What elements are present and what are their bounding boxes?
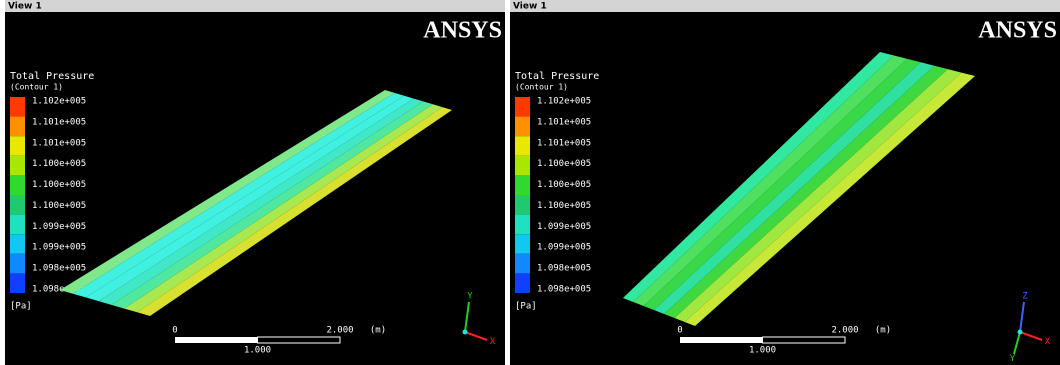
screenshot: View 1ANSYSTotal Pressure(Contour 1)1.10…: [0, 0, 1060, 365]
legend-label: 1.099e+005: [537, 243, 591, 253]
legend-subtitle: (Contour 1): [515, 83, 568, 92]
scale-start: 0: [677, 326, 682, 336]
legend-band: [10, 97, 25, 117]
legend-label: 1.100e+005: [32, 159, 86, 169]
legend-band: [10, 215, 25, 235]
scale-end: 2.000: [831, 326, 858, 336]
legend-label: 1.100e+005: [32, 180, 86, 190]
legend-label: 1.099e+005: [32, 222, 86, 232]
legend-label: 1.101e+005: [32, 138, 86, 148]
legend-band: [515, 195, 530, 215]
legend-band: [10, 234, 25, 254]
triad-label: Z: [1022, 292, 1028, 302]
legend-band: [515, 97, 530, 117]
scale-end: 2.000: [326, 326, 353, 336]
legend-unit: [Pa]: [10, 302, 32, 312]
legend-band: [515, 273, 530, 293]
legend-label: 1.098e+005: [537, 264, 591, 274]
view-bar: [510, 0, 1060, 12]
legend-subtitle: (Contour 1): [10, 83, 63, 92]
legend-label: 1.100e+005: [537, 201, 591, 211]
legend-band: [515, 136, 530, 156]
view-label: View 1: [513, 2, 547, 12]
legend-label: 1.102e+005: [537, 97, 591, 107]
logo: ANSYS: [423, 18, 502, 44]
scale-black: [763, 337, 846, 343]
legend-band: [10, 175, 25, 195]
triad-label: Y: [1010, 354, 1016, 364]
triad-origin: [463, 330, 468, 335]
legend-unit: [Pa]: [515, 302, 537, 312]
legend-title: Total Pressure: [10, 71, 94, 82]
legend-label: 1.100e+005: [537, 159, 591, 169]
logo: ANSYS: [978, 18, 1057, 44]
triad-label: X: [490, 337, 496, 347]
triad-label: X: [1045, 337, 1051, 347]
scale-mid: 1.000: [244, 346, 271, 356]
legend-label: 1.098e+005: [32, 264, 86, 274]
scale-white: [175, 337, 258, 343]
legend-label: 1.099e+005: [537, 222, 591, 232]
legend-label: 1.100e+005: [537, 180, 591, 190]
legend-band: [10, 195, 25, 215]
view-label: View 1: [8, 2, 42, 12]
legend-label: 1.100e+005: [32, 201, 86, 211]
viewport: View 1 ANSYS Total Pressure(Contour 1) 1.10…: [5, 0, 505, 365]
viewport: View 1 ANSYS Total Pressure(Contour 1) 1.10…: [510, 0, 1060, 365]
scale-mid: 1.000: [749, 346, 776, 356]
scale-start: 0: [172, 326, 177, 336]
scale-unit: (m): [370, 326, 386, 336]
legend-label: 1.101e+005: [537, 138, 591, 148]
legend-band: [10, 273, 25, 293]
scale-unit: (m): [875, 326, 891, 336]
view-bar: [5, 0, 505, 12]
legend-label: 1.101e+005: [32, 117, 86, 127]
legend-band: [515, 156, 530, 176]
legend-label: 1.099e+005: [32, 243, 86, 253]
legend-label: 1.098e+005: [537, 285, 591, 295]
legend-band: [515, 175, 530, 195]
legend-title: Total Pressure: [515, 71, 599, 82]
legend-band: [10, 136, 25, 156]
legend-band: [10, 254, 25, 274]
legend-band: [10, 117, 25, 137]
scale-black: [258, 337, 341, 343]
legend-band: [515, 117, 530, 137]
triad-origin: [1018, 330, 1023, 335]
triad-label: Y: [467, 292, 473, 302]
legend-band: [515, 234, 530, 254]
legend-label: 1.102e+005: [32, 97, 86, 107]
scale-white: [680, 337, 763, 343]
legend-band: [515, 254, 530, 274]
legend-label: 1.101e+005: [537, 117, 591, 127]
legend-band: [10, 156, 25, 176]
legend-band: [515, 215, 530, 235]
